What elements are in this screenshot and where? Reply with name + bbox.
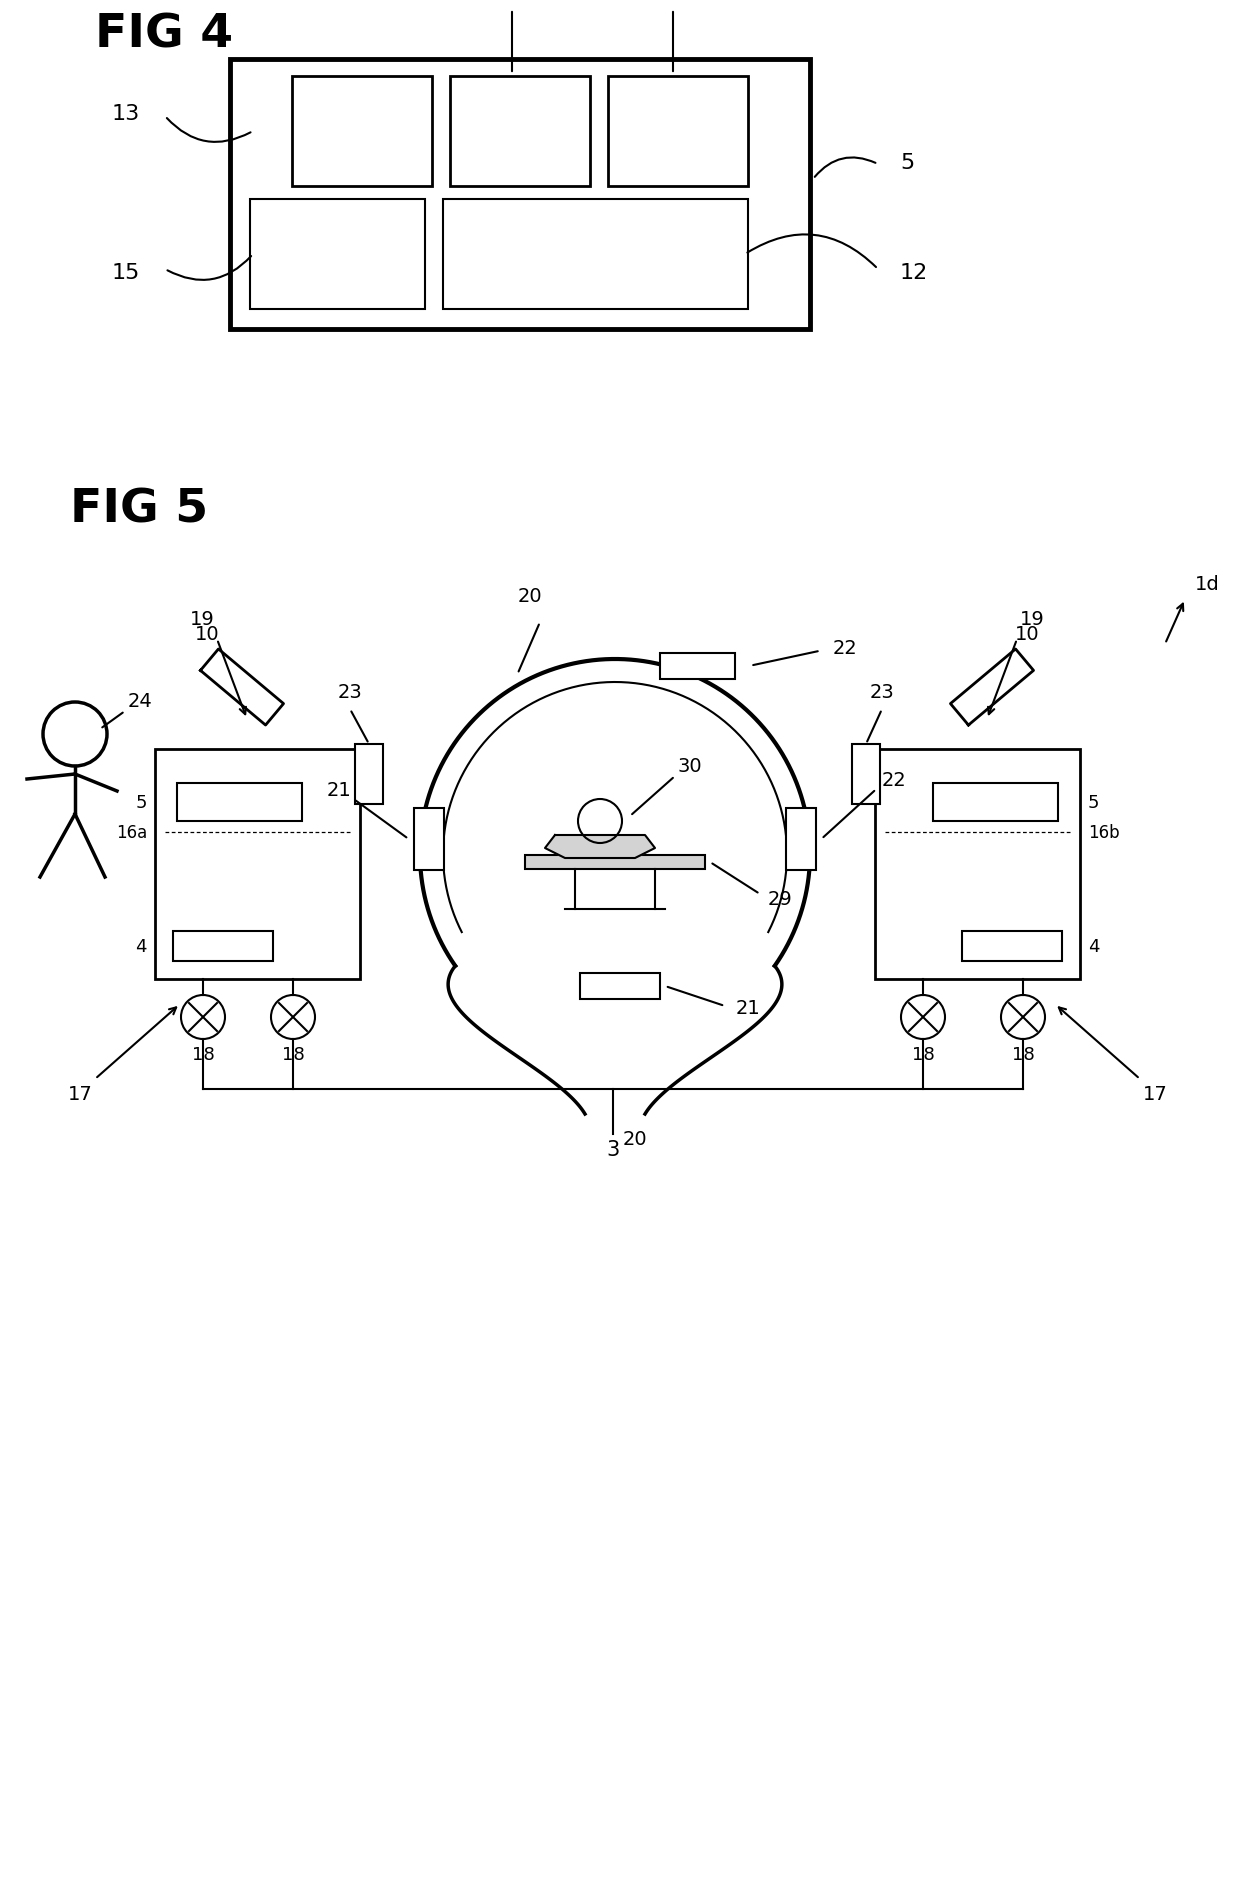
Bar xyxy=(608,77,748,187)
Bar xyxy=(580,973,660,999)
Bar xyxy=(155,750,360,980)
Bar xyxy=(174,931,273,962)
Polygon shape xyxy=(546,835,655,858)
Text: 23: 23 xyxy=(869,684,894,703)
Bar xyxy=(786,808,816,871)
Text: FIG 4: FIG 4 xyxy=(95,13,233,57)
Text: 13: 13 xyxy=(112,104,140,125)
Text: 23: 23 xyxy=(337,684,362,703)
Text: 17: 17 xyxy=(68,1084,92,1103)
Text: 30: 30 xyxy=(678,757,702,776)
Text: 18: 18 xyxy=(192,1045,215,1064)
Text: 19: 19 xyxy=(190,610,215,629)
Text: 10: 10 xyxy=(1014,625,1039,644)
Text: 1d: 1d xyxy=(1195,574,1220,595)
Text: FIG 5: FIG 5 xyxy=(69,487,208,533)
Text: 19: 19 xyxy=(1019,610,1044,629)
Bar xyxy=(355,744,383,805)
Text: 16b: 16b xyxy=(1087,824,1120,842)
Text: 5: 5 xyxy=(1087,793,1100,812)
Text: 18: 18 xyxy=(911,1045,935,1064)
Bar xyxy=(852,744,880,805)
Bar xyxy=(962,931,1061,962)
Text: 5: 5 xyxy=(900,153,914,174)
Bar xyxy=(229,60,810,331)
Text: 22: 22 xyxy=(882,771,906,790)
Text: 10: 10 xyxy=(195,625,219,644)
Text: 17: 17 xyxy=(1142,1084,1167,1103)
Bar xyxy=(450,77,590,187)
Bar xyxy=(291,77,432,187)
Text: 18: 18 xyxy=(1012,1045,1034,1064)
Text: 12: 12 xyxy=(900,263,929,283)
Text: 4: 4 xyxy=(135,937,148,956)
Text: 5: 5 xyxy=(135,793,148,812)
Text: 20: 20 xyxy=(517,587,542,606)
Text: 4: 4 xyxy=(1087,937,1100,956)
Bar xyxy=(414,808,444,871)
Bar xyxy=(661,654,735,680)
Text: 20: 20 xyxy=(622,1130,647,1149)
Bar xyxy=(250,200,425,310)
Text: 29: 29 xyxy=(768,890,792,909)
Text: 24: 24 xyxy=(128,691,153,710)
Bar xyxy=(932,784,1058,822)
Text: 3: 3 xyxy=(606,1139,620,1160)
Text: 38: 38 xyxy=(658,0,687,2)
Text: 21: 21 xyxy=(326,780,351,799)
Text: 21: 21 xyxy=(735,999,760,1018)
Text: 15: 15 xyxy=(112,263,140,283)
Bar xyxy=(525,856,706,869)
Bar xyxy=(875,750,1080,980)
Text: 18: 18 xyxy=(281,1045,304,1064)
Text: 16a: 16a xyxy=(115,824,148,842)
Bar xyxy=(177,784,303,822)
Text: 22: 22 xyxy=(833,638,858,657)
Bar xyxy=(443,200,748,310)
Text: 14: 14 xyxy=(498,0,526,2)
